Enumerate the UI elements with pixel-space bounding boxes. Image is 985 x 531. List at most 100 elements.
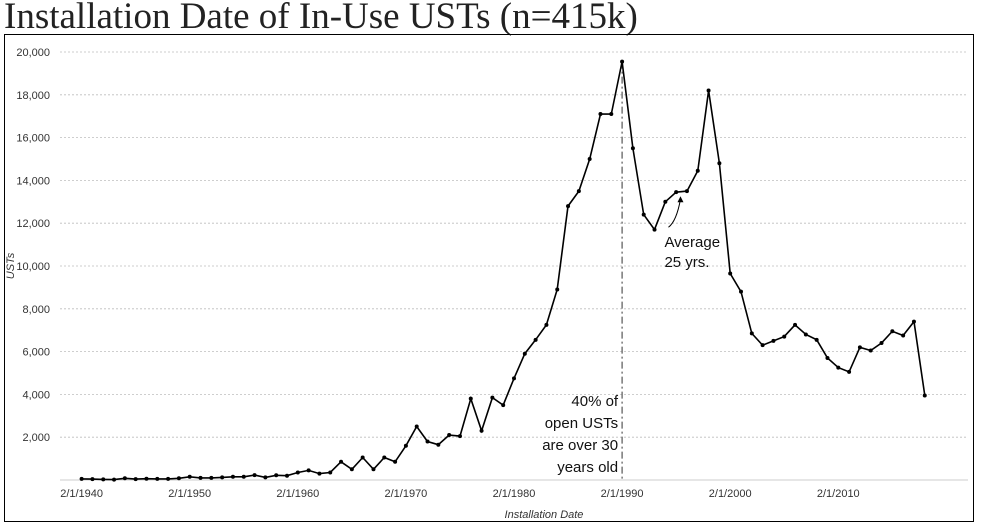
y-tick-label: 2,000 (22, 432, 50, 444)
data-point (490, 395, 495, 400)
data-point (403, 443, 408, 448)
data-point (328, 470, 333, 475)
data-point (285, 473, 289, 478)
data-point (717, 161, 722, 166)
data-point (414, 424, 419, 429)
data-point (879, 341, 884, 346)
data-point (144, 476, 149, 481)
data-point (382, 455, 387, 460)
data-point (501, 403, 506, 408)
data-point (825, 356, 830, 361)
data-point (836, 365, 841, 370)
y-tick-label: 16,000 (16, 133, 50, 145)
data-point (739, 289, 743, 294)
data-point (576, 189, 581, 194)
data-point (630, 146, 635, 151)
y-axis-label: USTs (5, 252, 17, 279)
annotation-40pct-text: 40% of (571, 393, 619, 410)
y-tick-label: 10,000 (16, 261, 50, 273)
data-point (393, 459, 398, 464)
data-point (555, 287, 560, 292)
data-point (101, 477, 106, 482)
annotations: Average 25 yrs. 40% of open USTs are over 30… (542, 196, 720, 476)
data-point (241, 474, 246, 479)
x-tick-label: 2/1/2010 (817, 488, 860, 500)
data-point (176, 476, 181, 481)
y-tick-label: 8,000 (22, 304, 50, 316)
data-point (133, 477, 138, 482)
data-point (468, 396, 473, 401)
data-point (166, 476, 171, 481)
data-point (371, 467, 376, 472)
data-point (911, 319, 916, 324)
data-point (782, 334, 787, 339)
data-point (771, 338, 776, 343)
data-point (728, 271, 733, 276)
x-tick-label: 2/1/1940 (60, 488, 103, 500)
annotation-arrow (668, 199, 681, 228)
y-tick-label: 6,000 (22, 347, 50, 359)
data-point (868, 348, 873, 353)
x-tick-label: 2/1/2000 (709, 488, 752, 500)
data-point (663, 199, 668, 204)
y-tick-label: 18,000 (16, 90, 50, 102)
data-point (533, 337, 538, 342)
data-point (112, 477, 117, 482)
data-point (598, 112, 603, 117)
data-point (274, 473, 279, 478)
data-point (674, 190, 679, 195)
data-point (187, 474, 192, 479)
data-point (620, 59, 625, 64)
data-point (847, 369, 852, 374)
x-axis-ticks: 2/1/1940 2/1/1950 2/1/1960 2/1/1970 2/1/1980… (60, 488, 859, 500)
data-point (295, 470, 300, 475)
data-point (317, 471, 322, 476)
data-point (609, 112, 614, 117)
x-tick-label: 2/1/1960 (276, 488, 319, 500)
arrow-head-icon (677, 196, 684, 203)
chart-frame (4, 34, 974, 522)
data-point (198, 475, 203, 480)
data-point (90, 477, 95, 482)
y-tick-label: 20,000 (16, 47, 50, 59)
data-point (155, 476, 160, 481)
data-point (252, 473, 257, 478)
data-point (512, 376, 516, 381)
x-tick-label: 2/1/1970 (384, 488, 427, 500)
annotation-average-text: Average (664, 234, 720, 251)
data-point (544, 322, 549, 327)
data-point (209, 475, 214, 480)
data-point (684, 189, 689, 194)
annotation-average-text: 25 yrs. (664, 254, 709, 271)
data-point (706, 88, 711, 93)
data-point (901, 333, 906, 338)
data-point (760, 343, 765, 348)
y-tick-label: 12,000 (16, 218, 50, 230)
data-point (263, 475, 268, 480)
data-point (522, 351, 527, 356)
annotation-40pct-text: years old (557, 459, 618, 476)
data-point (566, 204, 571, 209)
y-tick-label: 4,000 (22, 389, 50, 401)
data-point (339, 459, 344, 464)
data-point (803, 332, 808, 337)
y-axis-ticks: 2,000 4,000 6,000 8,000 10,000 12,000 14,000 16… (16, 47, 50, 444)
x-tick-label: 2/1/1950 (168, 488, 211, 500)
series-line (81, 61, 926, 481)
x-tick-label: 2/1/1990 (601, 488, 644, 500)
data-point (695, 168, 700, 173)
data-point (436, 442, 441, 447)
data-point (814, 337, 819, 342)
data-point (922, 393, 927, 398)
data-point (641, 212, 646, 217)
data-point (587, 157, 592, 161)
data-point (857, 345, 862, 350)
y-tick-label: 14,000 (16, 175, 50, 187)
annotation-40pct-text: are over 30 (542, 437, 618, 454)
series-points (79, 59, 927, 482)
data-point (890, 329, 895, 334)
data-point (793, 322, 798, 327)
data-point (425, 439, 430, 444)
annotation-40pct-text: open USTs (545, 415, 618, 432)
